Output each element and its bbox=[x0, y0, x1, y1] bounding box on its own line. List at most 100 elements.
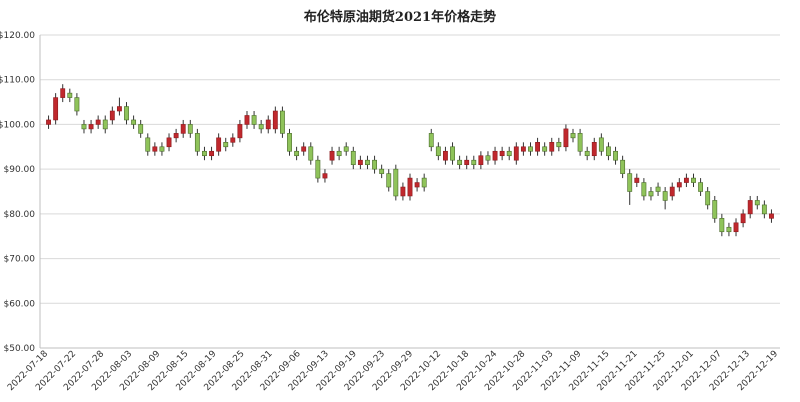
candle bbox=[761, 200, 767, 219]
candle-body bbox=[88, 124, 94, 130]
candle bbox=[251, 111, 257, 129]
candle bbox=[138, 119, 144, 138]
candle-body bbox=[457, 159, 463, 165]
candle bbox=[662, 187, 668, 210]
candle-body bbox=[116, 106, 122, 112]
candle bbox=[393, 164, 399, 201]
candle-body bbox=[407, 177, 413, 197]
y-tick-label: $110.00 bbox=[0, 76, 35, 86]
candle bbox=[641, 178, 647, 201]
candle bbox=[202, 146, 207, 161]
candle bbox=[676, 178, 682, 192]
candle-body bbox=[187, 124, 193, 134]
candle bbox=[499, 146, 505, 161]
candle bbox=[471, 155, 477, 170]
candle-body bbox=[131, 119, 137, 125]
candle bbox=[506, 146, 512, 161]
candle bbox=[754, 195, 760, 210]
candle bbox=[187, 119, 193, 138]
candle-body bbox=[478, 155, 484, 165]
candle-body bbox=[216, 137, 222, 152]
candle-body bbox=[102, 119, 108, 130]
candle bbox=[584, 146, 590, 161]
candle bbox=[691, 173, 696, 188]
candle bbox=[67, 88, 73, 103]
candles bbox=[46, 84, 774, 237]
candle-body bbox=[138, 124, 144, 134]
candle-body bbox=[513, 146, 519, 161]
candle bbox=[336, 146, 342, 161]
candle-body bbox=[520, 146, 526, 152]
candle-body bbox=[634, 177, 640, 183]
candle-body bbox=[230, 137, 236, 143]
candle-body bbox=[528, 146, 533, 152]
candle-body bbox=[258, 124, 264, 130]
candle bbox=[216, 133, 222, 156]
candle-body bbox=[152, 146, 158, 152]
candle bbox=[620, 155, 626, 179]
candle-body bbox=[315, 159, 321, 179]
candle-body bbox=[414, 182, 420, 188]
y-tick-label: $80.00 bbox=[4, 210, 36, 220]
candle-body bbox=[60, 88, 66, 98]
candle-body bbox=[124, 106, 129, 121]
candle bbox=[131, 115, 137, 129]
candle bbox=[683, 173, 689, 188]
candle-body bbox=[145, 137, 151, 152]
candle bbox=[443, 146, 448, 165]
candle-body bbox=[506, 150, 512, 157]
candle-body bbox=[683, 177, 689, 183]
candle bbox=[81, 119, 87, 134]
candle-body bbox=[485, 155, 491, 161]
candle-body bbox=[109, 110, 115, 121]
candle-body bbox=[747, 200, 753, 215]
candle-body bbox=[691, 177, 696, 183]
candle-body bbox=[209, 150, 214, 157]
candle-body bbox=[613, 150, 618, 161]
candle bbox=[60, 84, 66, 103]
candle-body bbox=[542, 146, 548, 152]
y-tick-label: $120.00 bbox=[0, 31, 35, 41]
candle bbox=[209, 146, 214, 161]
x-axis-labels: 2022-07-182022-07-222022-07-282022-08-03… bbox=[6, 349, 780, 393]
candle-body bbox=[322, 173, 328, 179]
candle bbox=[726, 222, 732, 237]
candle-body bbox=[620, 159, 626, 174]
candle-body bbox=[329, 150, 335, 161]
candle bbox=[102, 115, 108, 134]
candle-body bbox=[53, 97, 59, 121]
candle bbox=[237, 119, 243, 143]
candle-body bbox=[648, 191, 654, 197]
candle bbox=[159, 142, 165, 156]
candle bbox=[265, 115, 271, 134]
candle-body bbox=[173, 133, 179, 139]
candle bbox=[173, 128, 179, 143]
candle-body bbox=[365, 159, 370, 165]
candle bbox=[591, 137, 597, 161]
candle-body bbox=[372, 159, 377, 170]
candle-body bbox=[343, 146, 349, 152]
candle bbox=[180, 119, 186, 138]
candle-body bbox=[698, 182, 704, 192]
candle-body bbox=[244, 115, 250, 125]
candle bbox=[46, 115, 51, 129]
axes bbox=[39, 35, 780, 349]
candle bbox=[556, 137, 562, 152]
candle bbox=[655, 182, 661, 196]
candle bbox=[570, 128, 576, 143]
candle-body bbox=[591, 142, 597, 157]
candle-body bbox=[726, 226, 732, 233]
candle bbox=[698, 178, 704, 196]
candle bbox=[308, 142, 314, 165]
candle bbox=[272, 106, 278, 134]
candle bbox=[329, 146, 335, 165]
candle-body bbox=[577, 133, 583, 152]
candle-body bbox=[159, 146, 165, 152]
candle bbox=[435, 142, 441, 161]
candle bbox=[88, 119, 94, 134]
candle-body bbox=[301, 146, 307, 152]
candle-body bbox=[336, 150, 342, 157]
candle-body bbox=[669, 186, 675, 197]
candle bbox=[485, 151, 491, 165]
